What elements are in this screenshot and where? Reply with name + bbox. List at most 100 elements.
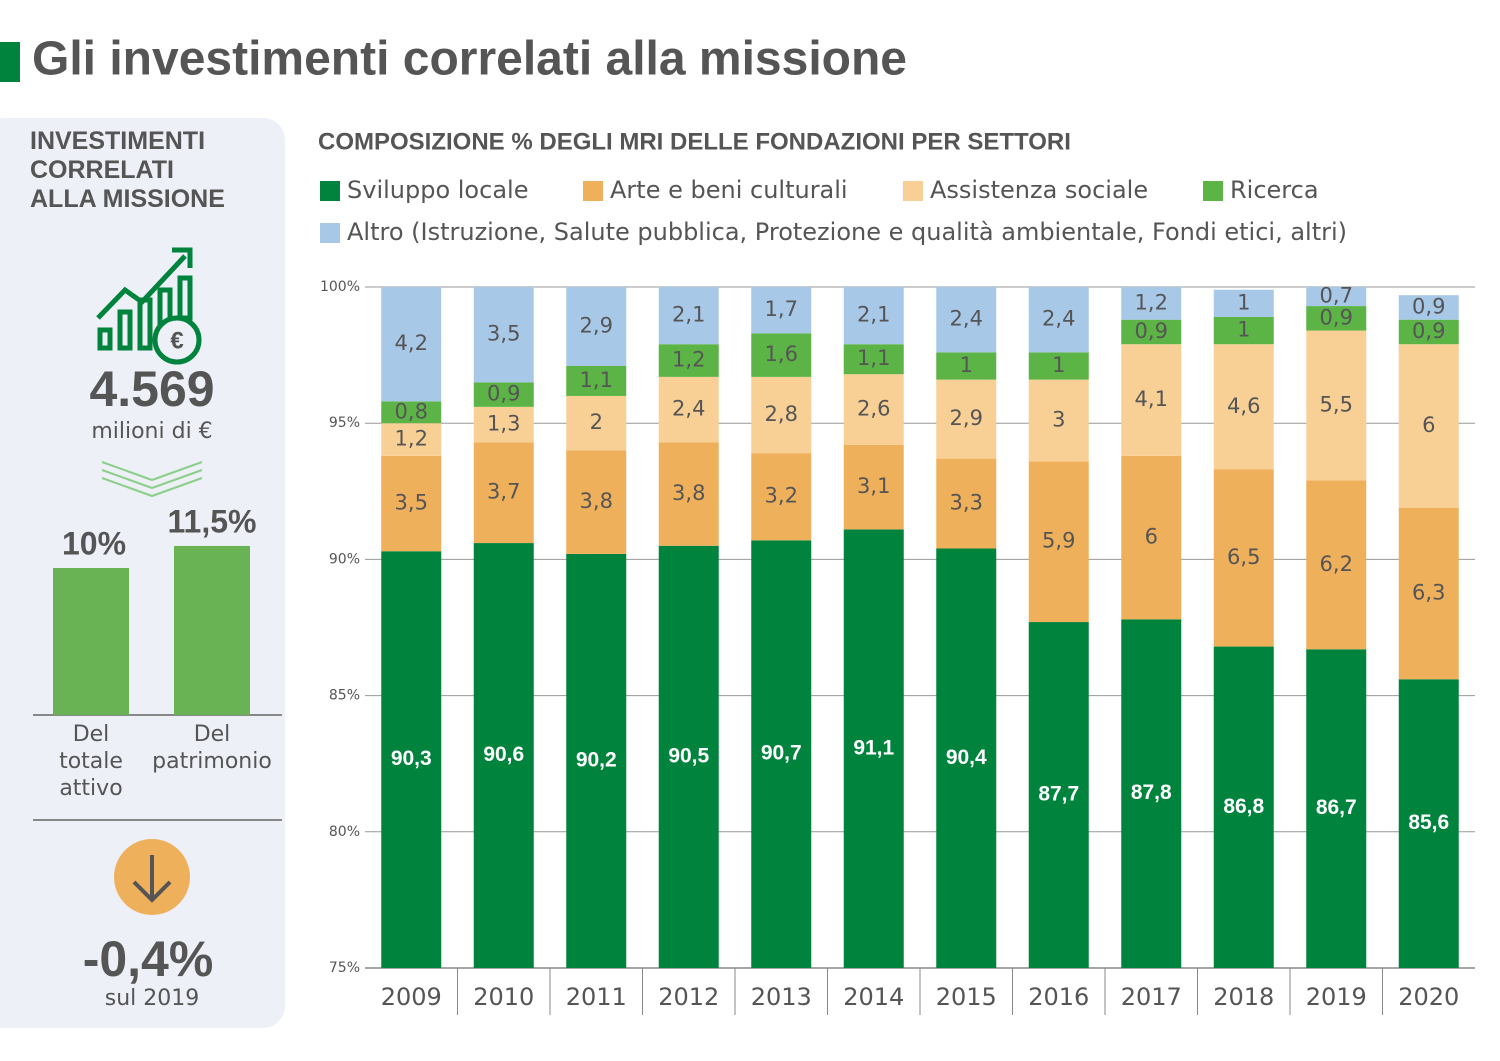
legend-swatch: [583, 181, 603, 201]
value-label: 1,6: [765, 342, 798, 366]
y-tick-label: 90%: [329, 551, 360, 567]
value-label: 2,6: [857, 397, 890, 421]
x-tick-label: 2010: [473, 983, 534, 1011]
legend-swatch: [320, 223, 340, 243]
value-label: 0,9: [1412, 319, 1445, 343]
bar-segment: [1398, 295, 1459, 320]
bar-segment: [1028, 379, 1089, 462]
value-label: 11,5%: [168, 503, 257, 539]
bar-segment: [1121, 287, 1182, 320]
bar-segment: [751, 540, 812, 968]
bar-segment: [566, 553, 627, 968]
value-label: 3,1: [857, 474, 890, 498]
x-tick-label: 2016: [1028, 983, 1089, 1011]
bar-segment: [1398, 319, 1459, 345]
bar-segment: [1121, 319, 1182, 345]
bar-segment: [658, 344, 719, 377]
bar-segment: [658, 287, 719, 345]
bar-segment: [751, 453, 812, 541]
value-label: 2,1: [857, 303, 890, 327]
bar-segment: [1028, 287, 1089, 353]
value-label: 85,6: [1408, 811, 1449, 834]
value-label: 1,1: [857, 346, 890, 370]
bar-segment: [381, 423, 442, 456]
value-label: 1,3: [487, 412, 520, 436]
bar-segment: [566, 365, 627, 396]
bar-segment: [1213, 646, 1274, 968]
value-label: 90,4: [946, 746, 987, 769]
bar-segment: [381, 455, 442, 552]
value-label: 90,6: [483, 743, 524, 766]
x-tick-label: 2015: [936, 983, 997, 1011]
y-tick-label: 100%: [320, 279, 360, 295]
value-label: 0,9: [1412, 294, 1445, 318]
bar-segment: [751, 287, 812, 334]
value-label: 6: [1422, 413, 1435, 437]
change: -0,4%: [83, 931, 214, 987]
legend-swatch: [320, 181, 340, 201]
value-label: 5,5: [1320, 392, 1353, 416]
x-tick-label: 2012: [658, 983, 719, 1011]
bar: [53, 568, 129, 715]
x-tick-label: Del patrimonio: [152, 722, 272, 774]
bar-segment: [473, 543, 534, 968]
bar-segment: [381, 401, 442, 424]
growth-icon: [96, 247, 202, 365]
x-tick-label: 2011: [566, 983, 627, 1011]
x-tick-label: 2013: [751, 983, 812, 1011]
bar-segment: [381, 551, 442, 968]
legend-label: Arte e beni culturali: [610, 176, 848, 204]
value-label: 4,6: [1227, 394, 1260, 418]
amount: 4.569: [89, 361, 214, 417]
value-label: 1,2: [672, 348, 705, 372]
value-label: 1,2: [395, 427, 428, 451]
bar-segment: [1213, 316, 1274, 345]
bar-segment: [473, 287, 534, 383]
change-note: sul 2019: [105, 986, 200, 1011]
bar-segment: [566, 450, 627, 554]
bar-segment: [751, 376, 812, 454]
value-label: 0,8: [395, 399, 428, 423]
x-tick-label: 2018: [1213, 983, 1274, 1011]
chart-title: COMPOSIZIONE % DEGLI MRI DELLE FONDAZION…: [318, 128, 1071, 155]
value-label: 1: [1237, 318, 1250, 342]
bar-segment: [936, 352, 997, 380]
x-tick-label: 2020: [1398, 983, 1459, 1011]
bar-segment: [473, 406, 534, 443]
side-panel: [0, 118, 285, 1028]
bar-segment: [843, 529, 904, 968]
value-label: 91,1: [853, 736, 894, 759]
bar-segment: [1306, 287, 1367, 307]
panel-heading: INVESTIMENTI CORRELATI ALLA MISSIONE: [30, 127, 225, 213]
value-label: 4,2: [395, 331, 428, 355]
bar-segment: [1213, 289, 1274, 317]
bar-segment: [1028, 461, 1089, 623]
bar-segment: [381, 287, 442, 402]
value-label: 3,8: [580, 489, 613, 513]
value-label: 4,1: [1135, 387, 1168, 411]
bar-segment: [473, 382, 534, 407]
value-label: 3: [1052, 407, 1065, 431]
value-label: 2,1: [672, 303, 705, 327]
bar-segment: [1028, 622, 1089, 968]
amount-unit: milioni di €: [91, 419, 212, 444]
value-label: 3,7: [487, 480, 520, 504]
value-label: 90,5: [668, 744, 709, 767]
value-label: 0,7: [1320, 284, 1353, 308]
value-label: 90,3: [391, 747, 432, 770]
value-label: 5,9: [1042, 529, 1075, 553]
value-label: 3,5: [395, 491, 428, 515]
value-label: 1,7: [765, 297, 798, 321]
bar-segment: [1398, 344, 1459, 508]
bar-segment: [1398, 679, 1459, 968]
bar-segment: [566, 395, 627, 451]
value-label: 2,8: [765, 402, 798, 426]
value-label: 3,5: [487, 322, 520, 346]
value-label: 10%: [62, 525, 126, 561]
bar-segment: [1306, 649, 1367, 968]
legend-label: Ricerca: [1230, 176, 1319, 204]
bar-segment: [843, 444, 904, 530]
value-label: 1,2: [1135, 290, 1168, 314]
bar-segment: [843, 374, 904, 445]
y-tick-label: 75%: [329, 960, 360, 976]
